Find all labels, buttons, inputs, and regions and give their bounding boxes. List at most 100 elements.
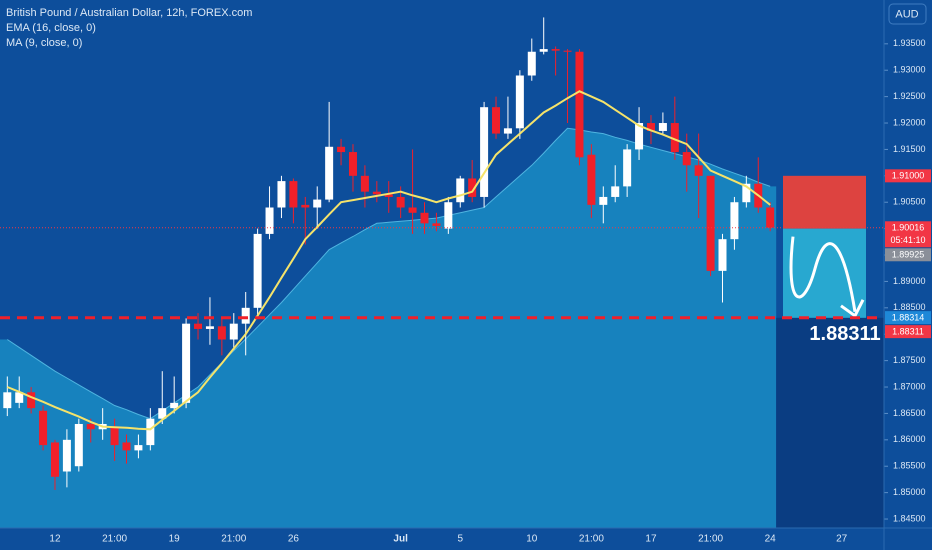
y-tick-label: 1.86500 (893, 408, 926, 418)
candle-body (384, 194, 393, 197)
y-tick-label: 1.90500 (893, 197, 926, 207)
candle-body (527, 51, 536, 76)
candle-body (551, 49, 560, 51)
candle-body (372, 191, 381, 195)
y-tick-label: 1.92500 (893, 91, 926, 101)
candle-body (420, 212, 429, 224)
candle-body (301, 204, 310, 208)
x-tick-label: 21:00 (579, 534, 604, 545)
candle-body (122, 442, 131, 451)
y-tick-label: 1.84500 (893, 513, 926, 523)
y-tick-label: 1.93000 (893, 65, 926, 75)
candle-body (146, 418, 155, 446)
price-label: 1.89925 (892, 250, 925, 260)
future-region (776, 317, 884, 528)
x-tick-label: 10 (526, 534, 538, 545)
candle-body (444, 202, 453, 229)
indicator-label: MA (9, close, 0) (6, 37, 82, 49)
candle-body (456, 178, 465, 203)
candle-body (253, 233, 262, 308)
candle-body (503, 128, 512, 134)
candle-body (217, 326, 226, 340)
y-tick-label: 1.86000 (893, 434, 926, 444)
price-label: 1.90016 (892, 223, 925, 233)
candle-body (337, 146, 346, 153)
candle-body (575, 51, 584, 158)
x-tick-label: 26 (288, 534, 300, 545)
candle-body (706, 175, 715, 271)
y-tick-label: 1.92000 (893, 117, 926, 127)
candle-body (158, 408, 167, 419)
x-tick-label: 21:00 (102, 534, 127, 545)
x-tick-label: 17 (645, 534, 657, 545)
price-label: 1.91000 (892, 171, 925, 181)
candle-body (229, 323, 238, 340)
candle-body (360, 175, 369, 192)
y-tick-label: 1.93500 (893, 38, 926, 48)
candle-body (194, 323, 203, 329)
candle-body (468, 178, 477, 197)
x-tick-label: 21:00 (698, 534, 723, 545)
candle-body (623, 149, 632, 187)
y-tick-label: 1.88500 (893, 302, 926, 312)
candle-body (182, 323, 191, 403)
indicator-label: EMA (16, close, 0) (6, 22, 96, 34)
candle-body (277, 181, 286, 208)
candle-body (50, 442, 59, 477)
currency-label[interactable]: AUD (895, 8, 918, 20)
y-tick-label: 1.87000 (893, 381, 926, 391)
candle-body (74, 423, 83, 467)
candle-body (587, 154, 596, 205)
projection-arrow (789, 236, 857, 313)
price-label-box (885, 248, 931, 262)
candle-body (3, 392, 12, 409)
candle-body (670, 123, 679, 153)
x-tick-label: 19 (169, 534, 181, 545)
price-label: 1.88314 (892, 313, 925, 323)
arrow-head (840, 299, 865, 319)
price-label-box (885, 325, 931, 339)
candle-body (325, 146, 334, 200)
candle-body (515, 75, 524, 129)
price-label-box (885, 311, 931, 325)
candle-body (86, 423, 95, 430)
y-tick-label: 1.85000 (893, 487, 926, 497)
ema-line (6, 90, 771, 431)
y-tick-label: 1.87500 (893, 355, 926, 365)
price-label-countdown: 05:41:10 (890, 235, 925, 245)
y-tick-label: 1.91500 (893, 144, 926, 154)
price-label: 1.88311 (892, 327, 924, 337)
candle-body (205, 326, 214, 329)
x-tick-label: 5 (457, 534, 463, 545)
candle-body (635, 123, 644, 150)
x-tick-label: 27 (836, 534, 848, 545)
candle-body (110, 426, 119, 446)
candle-body (599, 196, 608, 205)
candle-body (646, 123, 655, 131)
candle-body (718, 239, 727, 271)
candle-body (27, 392, 36, 409)
candle-body (134, 445, 143, 451)
candle-body (563, 50, 572, 52)
chart-title: British Pound / Australian Dollar, 12h, … (6, 7, 252, 19)
candle-body (492, 107, 501, 134)
candle-body (39, 410, 48, 446)
y-tick-label: 1.85500 (893, 461, 926, 471)
candle-body (348, 152, 357, 176)
candle-body (658, 123, 667, 131)
candle-body (396, 196, 405, 208)
currency-button[interactable] (888, 3, 927, 25)
candle-body (408, 207, 417, 213)
candle-body (694, 165, 703, 176)
candle-body (766, 207, 775, 228)
candle-body (730, 202, 739, 240)
x-tick-label: 24 (765, 534, 777, 545)
candle-body (313, 199, 322, 208)
candle-body (432, 223, 441, 226)
price-label-box (885, 221, 931, 248)
price-label-box (885, 169, 931, 183)
candle-body (611, 186, 620, 197)
candle-body (539, 49, 548, 52)
candle-body (15, 392, 24, 403)
